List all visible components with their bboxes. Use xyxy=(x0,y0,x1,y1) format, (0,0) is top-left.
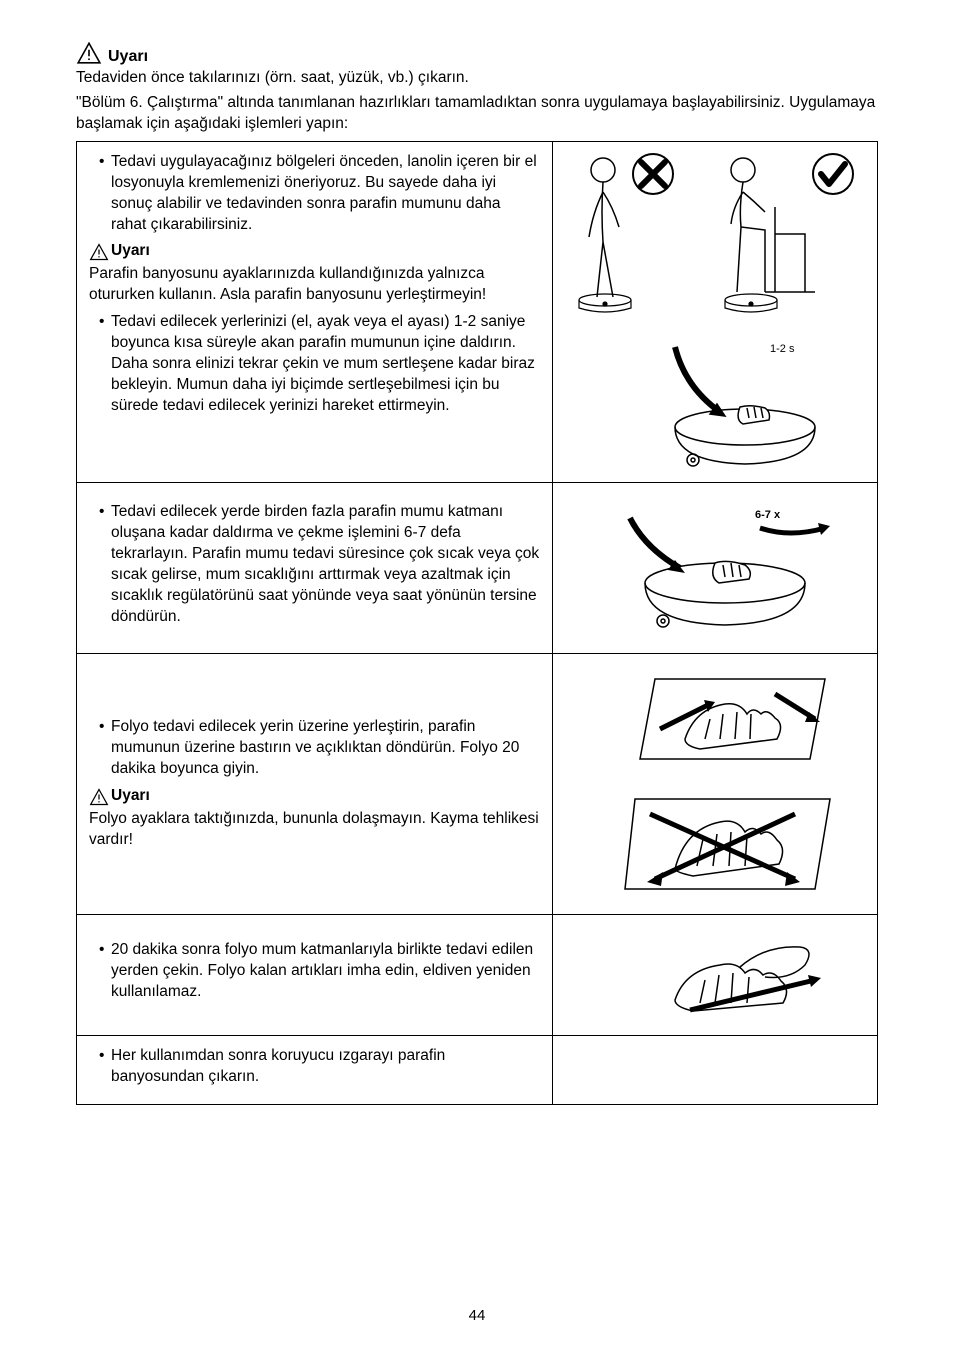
remove-folio-illustration xyxy=(565,925,865,1025)
step-illustration-cell: 6-7 x xyxy=(553,482,878,653)
inline-warning-label: Uyarı xyxy=(111,242,150,259)
step-illustration-cell: 1-2 s xyxy=(553,141,878,482)
step-illustration-cell xyxy=(553,914,878,1035)
duration-label: 1-2 s xyxy=(770,343,795,355)
folio-wrap-illustration xyxy=(565,664,865,904)
step-text-cell: Tedavi edilecek yerde birden fazla paraf… xyxy=(77,482,553,653)
table-row: Her kullanımdan sonra koruyucu ızgarayı … xyxy=(77,1035,878,1104)
inline-warning: Uyarı xyxy=(89,241,540,262)
posture-and-dip-illustration: 1-2 s xyxy=(565,152,865,472)
warning-triangle-icon xyxy=(76,40,102,66)
repeat-dip-illustration: 6-7 x xyxy=(565,493,865,643)
step-item: Her kullanımdan sonra koruyucu ızgarayı … xyxy=(99,1046,540,1088)
step-text-cell: Folyo tedavi edilecek yerin üzerine yerl… xyxy=(77,653,553,914)
repeat-label: 6-7 x xyxy=(755,509,781,521)
step-text-cell: Her kullanımdan sonra koruyucu ızgarayı … xyxy=(77,1035,553,1104)
step-item: 20 dakika sonra folyo mum katmanlarıyla … xyxy=(99,940,540,1003)
step-illustration-cell xyxy=(553,653,878,914)
table-row: Tedavi edilecek yerde birden fazla paraf… xyxy=(77,482,878,653)
inline-warning: Uyarı xyxy=(89,786,540,807)
warning-triangle-icon xyxy=(89,242,109,262)
step-item: Tedavi uygulayacağınız bölgeleri önceden… xyxy=(99,152,540,236)
table-row: Tedavi uygulayacağınız bölgeleri önceden… xyxy=(77,141,878,482)
step-text-cell: 20 dakika sonra folyo mum katmanlarıyla … xyxy=(77,914,553,1035)
step-item: Tedavi edilecek yerlerinizi (el, ayak ve… xyxy=(99,312,540,417)
table-row: 20 dakika sonra folyo mum katmanlarıyla … xyxy=(77,914,878,1035)
jewelry-text: Tedaviden önce takılarınızı (örn. saat, … xyxy=(76,68,878,89)
step-item: Tedavi edilecek yerde birden fazla paraf… xyxy=(99,502,540,628)
table-row: Folyo tedavi edilecek yerin üzerine yerl… xyxy=(77,653,878,914)
inline-warning-label: Uyarı xyxy=(111,787,150,804)
warning-label: Uyarı xyxy=(108,48,148,66)
inline-warning-text: Parafin banyosunu ayaklarınızda kullandı… xyxy=(89,264,540,306)
top-warning-header: Uyarı xyxy=(76,40,878,66)
step-text-cell: Tedavi uygulayacağınız bölgeleri önceden… xyxy=(77,141,553,482)
step-item: Folyo tedavi edilecek yerin üzerine yerl… xyxy=(99,717,540,780)
instructions-table: Tedavi uygulayacağınız bölgeleri önceden… xyxy=(76,141,878,1105)
step-illustration-cell xyxy=(553,1035,878,1104)
inline-warning-text: Folyo ayaklara taktığınızda, bununla dol… xyxy=(89,809,540,851)
intro-paragraph: "Bölüm 6. Çalıştırma" altında tanımlanan… xyxy=(76,93,878,135)
warning-triangle-icon xyxy=(89,787,109,807)
page-number: 44 xyxy=(0,1307,954,1324)
